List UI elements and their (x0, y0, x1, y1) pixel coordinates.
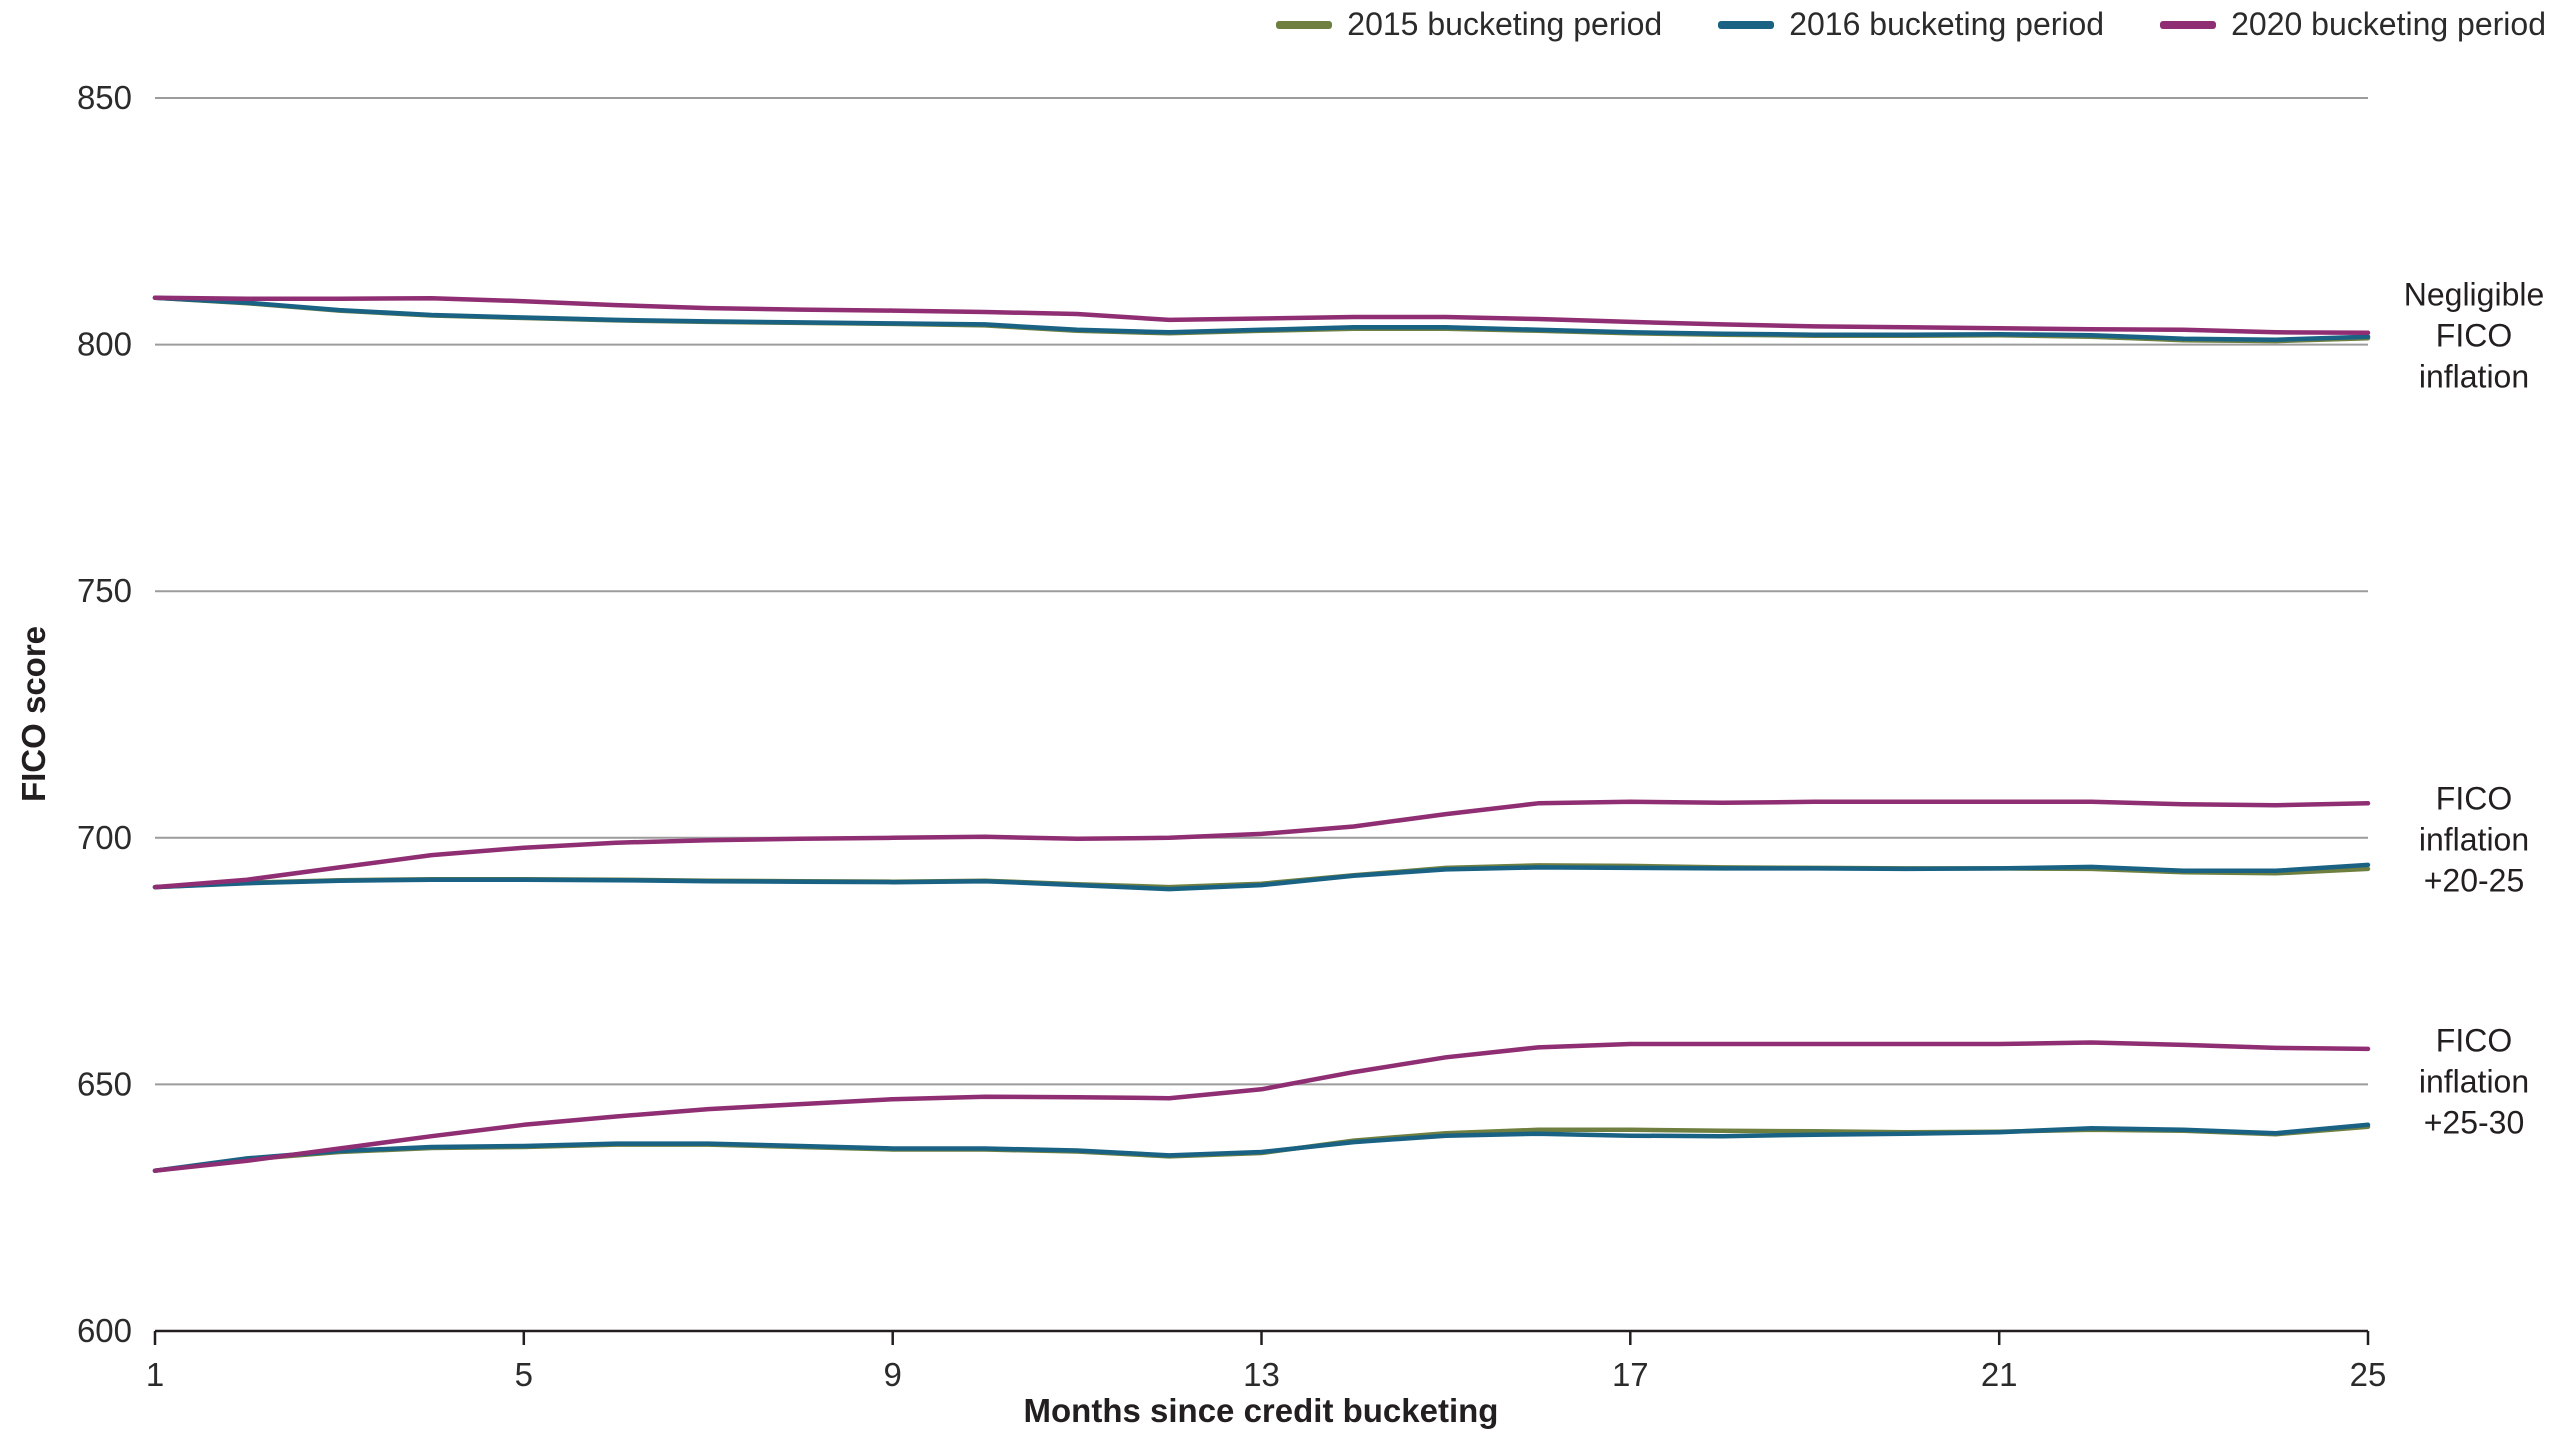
x-tick-label-25: 25 (2350, 1356, 2387, 1393)
line-inflation-25-30-2016 (152, 1122, 2371, 1173)
legend-swatch-2016-icon (1718, 20, 1775, 29)
y-tick-label-800: 800 (77, 326, 132, 363)
legend-item-2020: 2020 bucketing period (2160, 6, 2546, 43)
line-negligible-2020 (152, 295, 2371, 336)
annotation-fico-inflation-20-25: FICO inflation +20-25 (2418, 780, 2530, 899)
y-tick-label-650: 650 (77, 1065, 132, 1102)
y-tick-label-750: 750 (77, 572, 132, 609)
x-tick-label-1: 1 (146, 1356, 164, 1393)
x-tick-label-9: 9 (884, 1356, 902, 1393)
legend-item-2015: 2015 bucketing period (1276, 6, 1662, 43)
line-inflation-25-30-2015 (152, 1124, 2371, 1173)
x-tick-label-21: 21 (1981, 1356, 2018, 1393)
legend-item-2016: 2016 bucketing period (1718, 6, 2104, 43)
legend-swatch-2020-icon (2160, 20, 2217, 29)
line-inflation-20-25-2020 (152, 799, 2371, 890)
x-tick-label-17: 17 (1612, 1356, 1649, 1393)
line-negligible-2016 (152, 295, 2371, 342)
legend-label-2015: 2015 bucketing period (1347, 6, 1663, 42)
chart-legend: 2015 bucketing period 2016 bucketing per… (1276, 6, 2546, 43)
y-tick-label-600: 600 (77, 1312, 132, 1349)
x-axis-title: Months since credit bucketing (1023, 1392, 1499, 1429)
annotation-negligible-fico-inflation: Negligible FICO inflation (2403, 276, 2545, 395)
legend-label-2020: 2020 bucketing period (2231, 6, 2546, 42)
line-inflation-20-25-2016 (152, 862, 2371, 892)
y-tick-label-850: 850 (77, 79, 132, 116)
x-tick-label-5: 5 (515, 1356, 533, 1393)
line-inflation-25-30-2020 (152, 1040, 2371, 1173)
y-tick-label-700: 700 (77, 819, 132, 856)
annotation-fico-inflation-25-30: FICO inflation +25-30 (2418, 1022, 2530, 1141)
y-axis-title: FICO score (15, 625, 52, 803)
x-tick-label-13: 13 (1243, 1356, 1280, 1393)
legend-label-2016: 2016 bucketing period (1789, 6, 2105, 42)
legend-swatch-2015-icon (1276, 20, 1333, 29)
